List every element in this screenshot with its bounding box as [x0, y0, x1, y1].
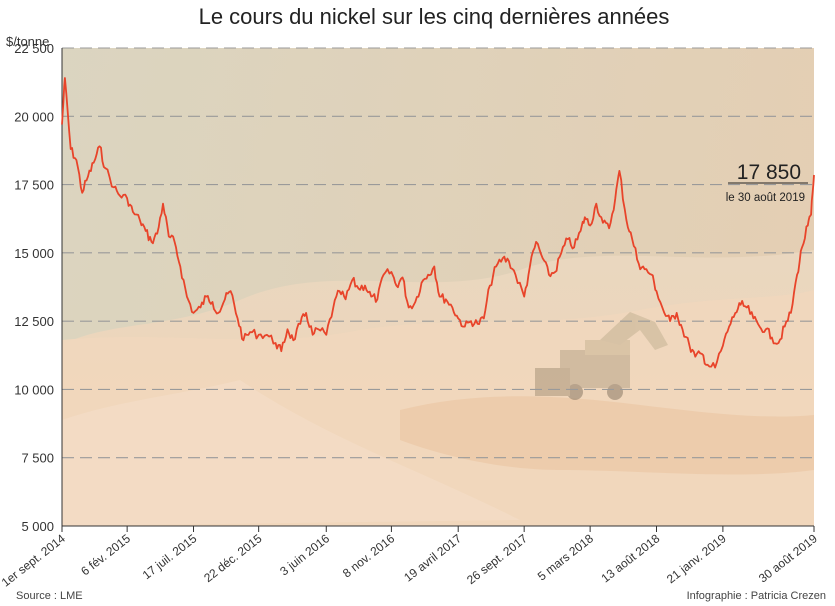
y-tick-label: 10 000	[14, 382, 54, 397]
x-tick-label: 1er sept. 2014	[0, 531, 68, 589]
background-photo	[62, 48, 814, 526]
price-line	[61, 77, 815, 369]
y-axis-label: $/tonne	[6, 34, 49, 49]
x-tick-label: 8 nov. 2016	[340, 531, 398, 580]
y-tick-label: 7 500	[21, 451, 54, 466]
x-tick-label: 21 janv. 2019	[664, 531, 729, 586]
x-tick-label: 26 sept. 2017	[464, 531, 530, 587]
y-tick-label: 15 000	[14, 246, 54, 261]
y-tick-label: 12 500	[14, 314, 54, 329]
x-tick-label: 30 août 2019	[756, 531, 820, 585]
last-value-annotation: 17 850 le 30 août 2019	[726, 161, 808, 204]
y-tick-label: 5 000	[21, 519, 54, 534]
source-note: Source : LME	[16, 590, 83, 602]
x-tick-label: 3 juin 2016	[277, 531, 332, 578]
annotation-date: le 30 août 2019	[726, 192, 805, 204]
x-tick-label: 19 avril 2017	[401, 531, 464, 585]
annotation-value: 17 850	[737, 161, 801, 184]
x-tick-label: 13 août 2018	[599, 531, 663, 585]
credit-note: Infographie : Patricia Crezen	[687, 590, 826, 602]
x-tick-label: 6 fév. 2015	[78, 531, 133, 578]
series-group	[61, 77, 815, 369]
x-axis-ticks: 1er sept. 2014 6 fév. 2015 17 juil. 2015 22…	[0, 526, 820, 590]
y-tick-label: 22 500	[14, 41, 54, 56]
excavator-illustration	[535, 312, 668, 400]
y-tick-label: 20 000	[14, 109, 54, 124]
y-tick-label: 17 500	[14, 178, 54, 193]
y-axis-ticks: 5 000 7 500 10 000 12 500 15 000 17 500 20 000…	[14, 41, 54, 534]
x-tick-label: 5 mars 2018	[535, 531, 596, 583]
chart-title: Le cours du nickel sur les cinq dernière…	[199, 4, 670, 29]
x-tick-label: 22 déc. 2015	[201, 531, 265, 585]
x-tick-label: 17 juil. 2015	[140, 531, 200, 582]
